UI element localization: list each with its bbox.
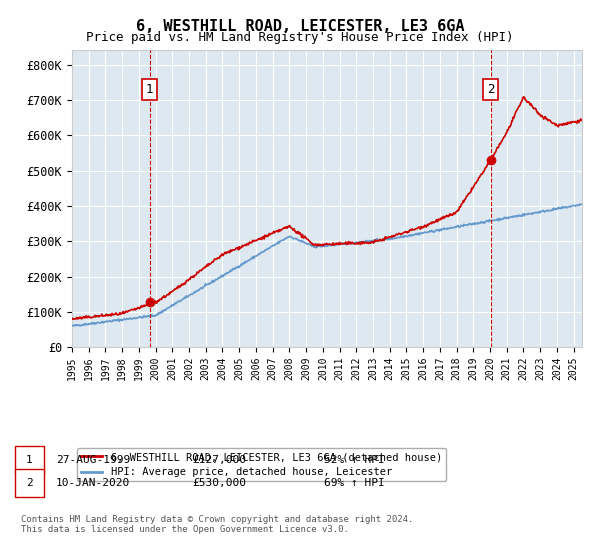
FancyBboxPatch shape — [15, 469, 44, 497]
Text: 10-JAN-2020: 10-JAN-2020 — [56, 478, 130, 488]
Text: 1: 1 — [146, 83, 154, 96]
Text: 6, WESTHILL ROAD, LEICESTER, LE3 6GA: 6, WESTHILL ROAD, LEICESTER, LE3 6GA — [136, 19, 464, 34]
Text: £530,000: £530,000 — [192, 478, 246, 488]
Text: Price paid vs. HM Land Registry's House Price Index (HPI): Price paid vs. HM Land Registry's House … — [86, 31, 514, 44]
Text: 2: 2 — [26, 478, 33, 488]
Text: 1: 1 — [26, 455, 33, 465]
Text: 2: 2 — [487, 83, 494, 96]
FancyBboxPatch shape — [15, 446, 44, 474]
Text: 27-AUG-1999: 27-AUG-1999 — [56, 455, 130, 465]
Text: Contains HM Land Registry data © Crown copyright and database right 2024.
This d: Contains HM Land Registry data © Crown c… — [21, 515, 413, 534]
Text: £127,000: £127,000 — [192, 455, 246, 465]
Legend: 6, WESTHILL ROAD, LEICESTER, LE3 6GA (detached house), HPI: Average price, detac: 6, WESTHILL ROAD, LEICESTER, LE3 6GA (de… — [77, 448, 446, 482]
Text: 52% ↑ HPI: 52% ↑ HPI — [324, 455, 385, 465]
Text: 69% ↑ HPI: 69% ↑ HPI — [324, 478, 385, 488]
